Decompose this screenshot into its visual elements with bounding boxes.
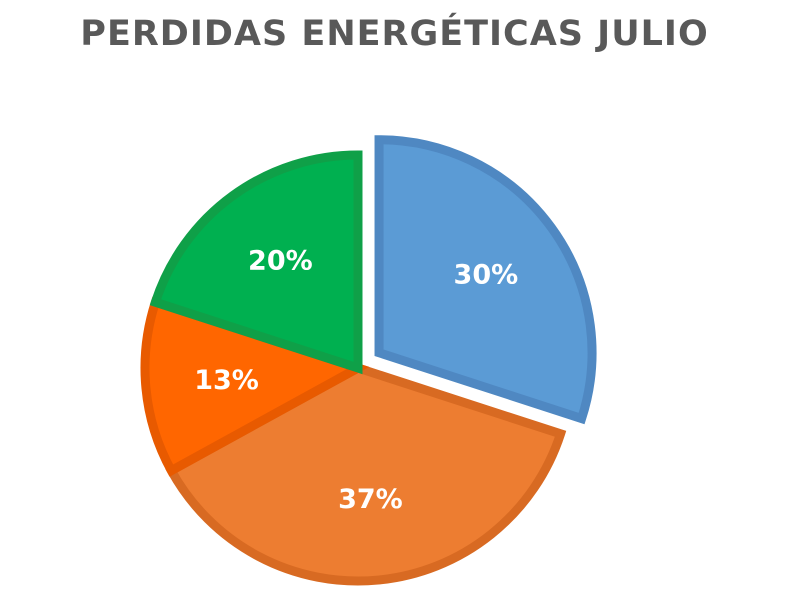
slice-label-1: 30%: [454, 260, 519, 291]
pie-slice-4: [149, 150, 363, 375]
slice-label-3: 13%: [194, 365, 259, 396]
pie-slice-1: [374, 135, 597, 425]
pie-slice-3: [140, 296, 370, 477]
chart-title: PERDIDAS ENERGÉTICAS JULIO: [80, 14, 709, 54]
slice-label-2: 37%: [338, 484, 403, 515]
slice-label-4: 20%: [248, 246, 313, 277]
